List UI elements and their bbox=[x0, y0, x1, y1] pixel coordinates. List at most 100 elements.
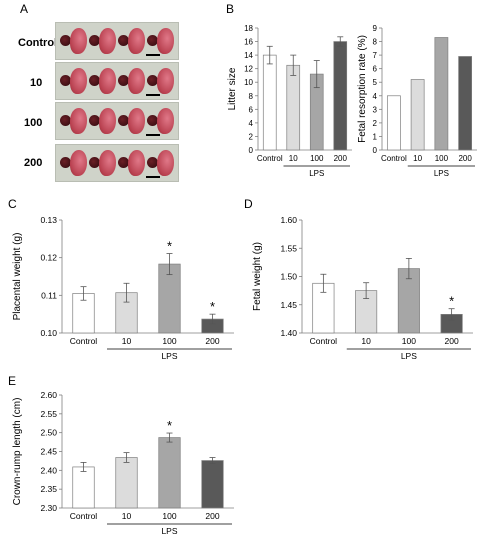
bar-100 bbox=[158, 437, 181, 509]
x-tick-label: 10 bbox=[361, 336, 371, 346]
y-tick-label: 2 bbox=[373, 119, 378, 128]
placenta-image bbox=[89, 35, 100, 46]
fetus-photo-100 bbox=[55, 102, 179, 140]
y-tick-label: 1.45 bbox=[280, 300, 297, 310]
lps-group-label: LPS bbox=[309, 169, 324, 178]
y-axis-label: Fetal resorption rate (%) bbox=[357, 35, 368, 143]
chart-litter-size: 0 2 4 6 8 10 12 14 16 18 Control 10 100 200 LPS Litter … bbox=[227, 24, 352, 178]
x-tick-label: 200 bbox=[205, 336, 219, 346]
fetus-photo-control bbox=[55, 22, 179, 60]
fetus-image bbox=[70, 28, 87, 54]
placenta-image bbox=[118, 115, 129, 126]
y-tick-label: 8 bbox=[373, 38, 378, 47]
x-tick-label: 100 bbox=[162, 336, 176, 346]
y-tick-label: 0 bbox=[373, 146, 378, 155]
x-tick-label: 10 bbox=[122, 511, 132, 521]
y-tick-label: 2.45 bbox=[40, 447, 57, 457]
fetus-image bbox=[128, 150, 145, 176]
photo-row-label-100: 100 bbox=[24, 117, 43, 129]
y-tick-label: 1.50 bbox=[280, 272, 297, 282]
placenta-image bbox=[89, 157, 100, 168]
y-tick-label: 6 bbox=[373, 65, 378, 74]
fetus-image bbox=[128, 28, 145, 54]
panel-letter-d: D bbox=[244, 197, 253, 211]
y-tick-label: 2.60 bbox=[40, 390, 57, 400]
y-tick-label: 5 bbox=[373, 78, 378, 87]
bar-100 bbox=[434, 37, 449, 151]
lps-group-label: LPS bbox=[161, 351, 177, 361]
significance-star: * bbox=[449, 294, 454, 309]
y-tick-label: 8 bbox=[249, 92, 254, 101]
fetus-image bbox=[99, 150, 116, 176]
y-tick-label: 1.40 bbox=[280, 328, 297, 338]
y-tick-label: 14 bbox=[244, 51, 253, 60]
x-tick-label: 200 bbox=[205, 511, 219, 521]
y-tick-label: 4 bbox=[249, 119, 254, 128]
fetus-image bbox=[157, 108, 174, 134]
significance-star: * bbox=[210, 299, 215, 314]
bar-10 bbox=[286, 64, 301, 151]
y-tick-label: 18 bbox=[244, 24, 253, 33]
fetus-image bbox=[70, 108, 87, 134]
placenta-image bbox=[60, 35, 71, 46]
y-tick-label: 0.10 bbox=[40, 328, 57, 338]
y-tick-label: 0.11 bbox=[41, 290, 57, 300]
x-tick-label: 10 bbox=[122, 336, 132, 346]
y-axis-label: Fetal weight (g) bbox=[252, 242, 263, 311]
x-tick-label: 10 bbox=[413, 154, 422, 163]
lps-group-label: LPS bbox=[401, 351, 417, 361]
fetus-photo-10 bbox=[55, 62, 179, 100]
panel-letter-b: B bbox=[226, 2, 235, 16]
placenta-image bbox=[147, 35, 158, 46]
y-tick-label: 10 bbox=[244, 78, 253, 87]
y-axis-label: Crown-rump length (cm) bbox=[12, 398, 23, 506]
scale-bar bbox=[146, 134, 160, 136]
y-tick-label: 7 bbox=[373, 51, 378, 60]
fetus-image bbox=[128, 68, 145, 94]
placenta-image bbox=[118, 35, 129, 46]
chart-fetal-weight: 1.40 1.45 1.50 1.55 1.60 Control 10 100 * 200 LPS F… bbox=[252, 215, 473, 361]
bar-200 bbox=[333, 41, 348, 151]
bar-control bbox=[72, 466, 95, 509]
placenta-image bbox=[118, 75, 129, 86]
x-tick-label: Control bbox=[257, 154, 283, 163]
significance-star: * bbox=[167, 239, 172, 254]
fetus-image bbox=[70, 68, 87, 94]
fetus-photo-200 bbox=[55, 144, 179, 182]
y-tick-label: 2 bbox=[249, 132, 254, 141]
y-tick-label: 6 bbox=[249, 105, 254, 114]
y-tick-label: 0.13 bbox=[40, 215, 57, 225]
fetus-image bbox=[99, 68, 116, 94]
placenta-image bbox=[147, 115, 158, 126]
x-tick-label: Control bbox=[381, 154, 407, 163]
x-tick-label: 200 bbox=[458, 154, 472, 163]
y-axis-label: Litter size bbox=[227, 67, 238, 110]
photo-row-label-200: 200 bbox=[24, 157, 43, 169]
scale-bar bbox=[146, 54, 160, 56]
y-tick-label: 2.40 bbox=[40, 465, 57, 475]
y-tick-label: 0 bbox=[249, 146, 254, 155]
photo-row-label-control: Control bbox=[18, 37, 58, 49]
fetus-image bbox=[99, 28, 116, 54]
bar-control bbox=[262, 54, 277, 151]
placenta-image bbox=[60, 75, 71, 86]
y-tick-label: 2.35 bbox=[40, 484, 57, 494]
y-tick-label: 16 bbox=[244, 38, 253, 47]
chart-placental-weight: 0.10 0.11 0.12 0.13 Control 10 * 100 * 200 LPS Plac… bbox=[12, 215, 234, 361]
lps-group-label: LPS bbox=[434, 169, 449, 178]
bar-200 bbox=[458, 56, 473, 151]
y-axis-label: Placental weight (g) bbox=[12, 233, 23, 321]
placenta-image bbox=[89, 75, 100, 86]
bar-10 bbox=[115, 457, 138, 509]
panel-letter-a: A bbox=[20, 2, 29, 16]
scale-bar bbox=[146, 176, 160, 178]
y-tick-label: 1.55 bbox=[280, 243, 297, 253]
lps-group-label: LPS bbox=[161, 526, 177, 536]
significance-star: * bbox=[167, 418, 172, 433]
placenta-image bbox=[147, 157, 158, 168]
x-tick-label: 200 bbox=[445, 336, 459, 346]
x-tick-label: Control bbox=[70, 336, 98, 346]
bar-control bbox=[386, 95, 401, 151]
fetus-image bbox=[157, 150, 174, 176]
placenta-image bbox=[60, 157, 71, 168]
